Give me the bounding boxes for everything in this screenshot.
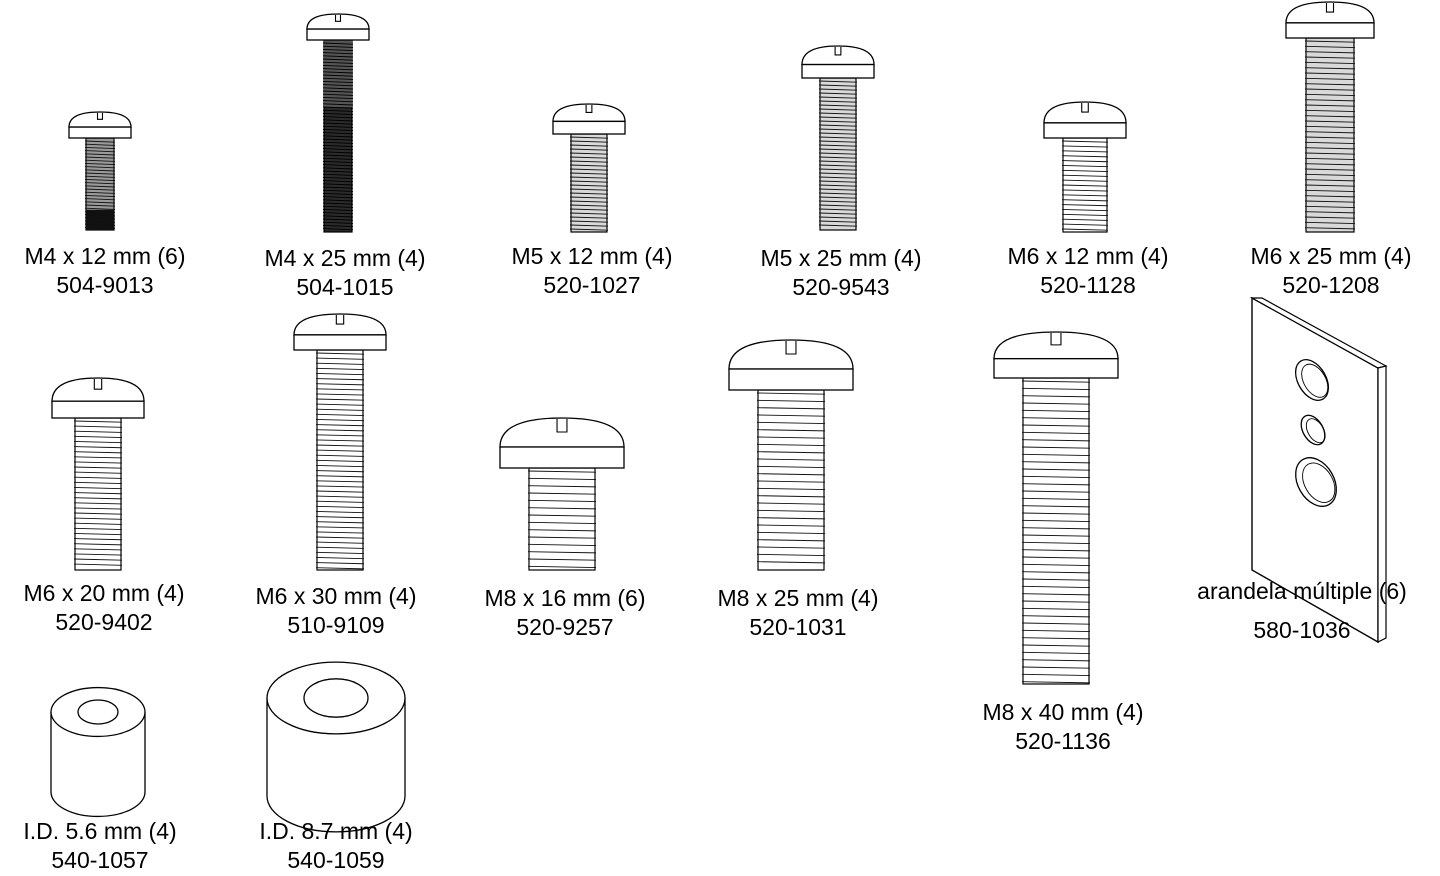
part-code: 520-9543 [792,274,890,300]
part-code: 540-1059 [287,847,385,873]
part-label-spacer-5-6: I.D. 5.6 mm (4) 540-1057 [0,817,200,875]
part-size: M6 x 25 mm (4) [1250,243,1412,269]
part-size: arandela múltiple (6) [1197,578,1407,604]
part-label-m6x25: M6 x 25 mm (4) 520-1208 [1226,242,1436,300]
multi-washer-plate-icon [1249,296,1388,644]
part-label-m6x12: M6 x 12 mm (4) 520-1128 [983,242,1193,300]
screw-icon [306,13,370,233]
screw-icon [499,417,625,571]
part-label-m6x20: M6 x 20 mm (4) 520-9402 [0,579,208,637]
part-label-m4x12: M4 x 12 mm (6) 504-9013 [0,242,210,300]
part-code: 580-1036 [1253,617,1351,643]
part-size: M4 x 25 mm (4) [264,245,426,271]
part-code: 504-9013 [56,272,154,298]
part-size: I.D. 5.6 mm (4) [23,818,177,844]
part-code: 520-1027 [543,272,641,298]
part-size: M4 x 12 mm (6) [24,243,186,269]
screw-icon [293,313,387,571]
part-size: M5 x 12 mm (4) [511,243,673,269]
part-label-m5x25: M5 x 25 mm (4) 520-9543 [736,244,946,302]
part-code: 540-1057 [51,847,149,873]
screw-icon [801,45,875,231]
part-size: M6 x 30 mm (4) [255,583,417,609]
part-label-m8x16: M8 x 16 mm (6) 520-9257 [460,584,670,642]
part-code: 520-1031 [749,614,847,640]
part-size: M8 x 16 mm (6) [484,585,646,611]
part-size: M8 x 40 mm (4) [982,699,1144,725]
spacer-large-icon [266,661,406,833]
part-label-spacer-8-7: I.D. 8.7 mm (4) 540-1059 [236,817,436,875]
part-code: 520-1136 [1015,728,1111,754]
part-size: M6 x 12 mm (4) [1007,243,1169,269]
part-label-m6x30: M6 x 30 mm (4) 510-9109 [231,582,441,640]
part-label-m5x12: M5 x 12 mm (4) 520-1027 [487,242,697,300]
part-code: 520-9257 [516,614,614,640]
part-code: 520-1128 [1040,272,1136,298]
part-code: 520-9402 [55,609,153,635]
screw-icon [728,339,854,571]
part-size: M8 x 25 mm (4) [717,585,879,611]
part-size: M5 x 25 mm (4) [760,245,922,271]
screw-icon [51,377,145,571]
part-size: M6 x 20 mm (4) [23,580,185,606]
screw-icon [68,111,132,231]
part-label-m8x40: M8 x 40 mm (4) 520-1136 [958,698,1168,756]
screw-icon [993,331,1119,685]
screw-icon [1285,1,1375,233]
part-label-multi-washer: arandela múltiple (6) 580-1036 [1172,577,1432,645]
part-code: 520-1208 [1282,272,1380,298]
screw-icon [1043,101,1127,233]
part-label-m8x25: M8 x 25 mm (4) 520-1031 [693,584,903,642]
part-label-m4x25: M4 x 25 mm (4) 504-1015 [240,244,450,302]
spacer-small-icon [50,686,146,818]
part-code: 504-1015 [296,274,394,300]
part-code: 510-9109 [287,612,385,638]
screw-icon [552,103,626,233]
part-size: I.D. 8.7 mm (4) [259,818,413,844]
